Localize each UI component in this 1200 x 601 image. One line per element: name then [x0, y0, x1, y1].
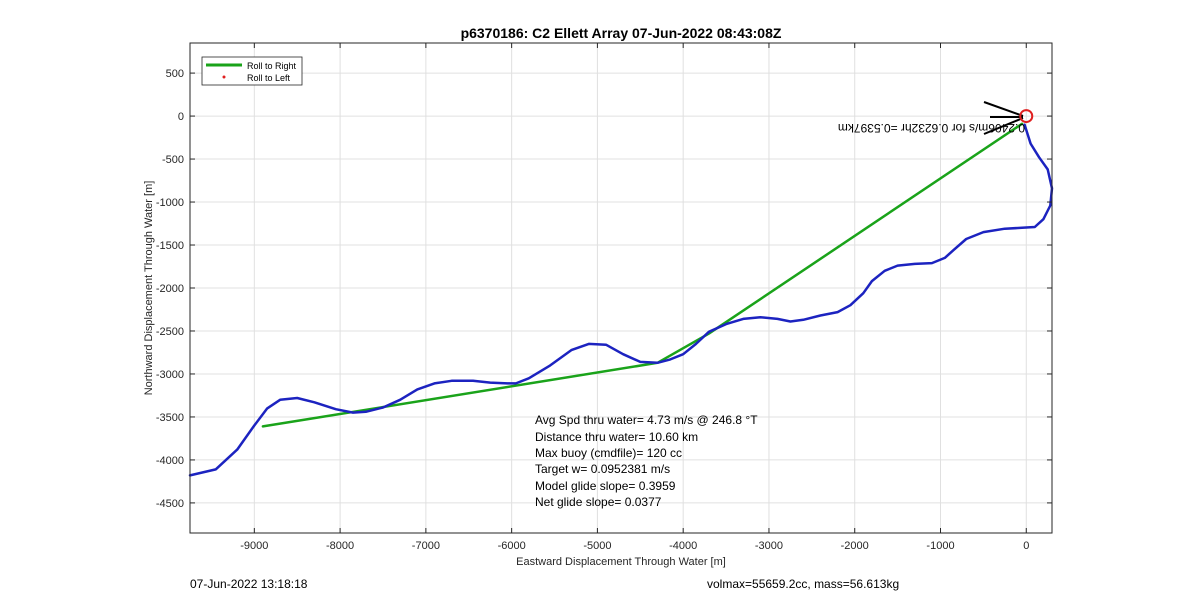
x-tick-label: -3000 [755, 540, 783, 552]
y-tick-label: -4500 [156, 498, 184, 510]
y-axis-label: Northward Displacement Through Water [m] [143, 181, 155, 396]
footer-volmass: volmax=55659.2cc, mass=56.613kg [707, 577, 900, 591]
stat-model-glide-slope: Model glide slope= 0.3959 [535, 479, 676, 493]
series-layer [188, 122, 1054, 477]
x-tick-label: -7000 [412, 540, 440, 552]
y-tick-label: -500 [162, 154, 184, 166]
heading-arrow-icon [983, 101, 1024, 135]
legend-box [201, 56, 303, 86]
stat-net-glide-slope: Net glide slope= 0.0377 [535, 495, 662, 509]
x-axis-label: Eastward Displacement Through Water [m] [516, 556, 726, 568]
ticks: -9000 -8000 -7000 -6000 -5000 -4000 -3000 -2000… [156, 43, 1052, 552]
footer-timestamp: 07-Jun-2022 13:18:18 [190, 577, 308, 591]
stat-max-buoy: Max buoy (cmdfile)= 120 cc [535, 446, 682, 460]
x-tick-label: -1000 [926, 540, 954, 552]
end-position-marker [1019, 109, 1034, 124]
y-tick-label: -2500 [156, 326, 184, 338]
stats-block: Avg Spd thru water= 4.73 m/s @ 246.8 °T … [535, 413, 758, 509]
y-tick-label: 0 [178, 111, 184, 123]
y-tick-label: -4000 [156, 455, 184, 467]
stat-distance: Distance thru water= 10.60 km [535, 430, 698, 444]
current-annotation: 0.2406m/s for 0.6232hr =0.5397km [838, 121, 1025, 135]
y-tick-label: 500 [166, 68, 184, 80]
stat-target-w: Target w= 0.0952381 m/s [535, 462, 670, 476]
x-tick-label: 0 [1023, 540, 1029, 552]
legend-label-roll-left: Roll to Left [247, 73, 291, 83]
stat-avg-speed: Avg Spd thru water= 4.73 m/s @ 246.8 °T [535, 413, 758, 427]
legend: Roll to Right Roll to Left [201, 56, 303, 86]
x-tick-label: -8000 [326, 540, 354, 552]
legend-swatch-roll-left [222, 75, 226, 79]
legend-label-roll-right: Roll to Right [247, 61, 297, 71]
x-tick-label: -6000 [498, 540, 526, 552]
y-tick-label: -1500 [156, 240, 184, 252]
series-roll-right-line [261, 122, 1024, 428]
chart-title: p6370186: C2 Ellett Array 07-Jun-2022 08… [461, 25, 782, 41]
series-track-line [188, 123, 1054, 477]
y-tick-label: -2000 [156, 283, 184, 295]
x-tick-label: -9000 [240, 540, 268, 552]
x-tick-label: -4000 [669, 540, 697, 552]
x-tick-label: -2000 [841, 540, 869, 552]
x-tick-label: -5000 [583, 540, 611, 552]
y-tick-label: -1000 [156, 197, 184, 209]
y-tick-label: -3500 [156, 412, 184, 424]
grid [190, 43, 1052, 533]
y-tick-label: -3000 [156, 369, 184, 381]
